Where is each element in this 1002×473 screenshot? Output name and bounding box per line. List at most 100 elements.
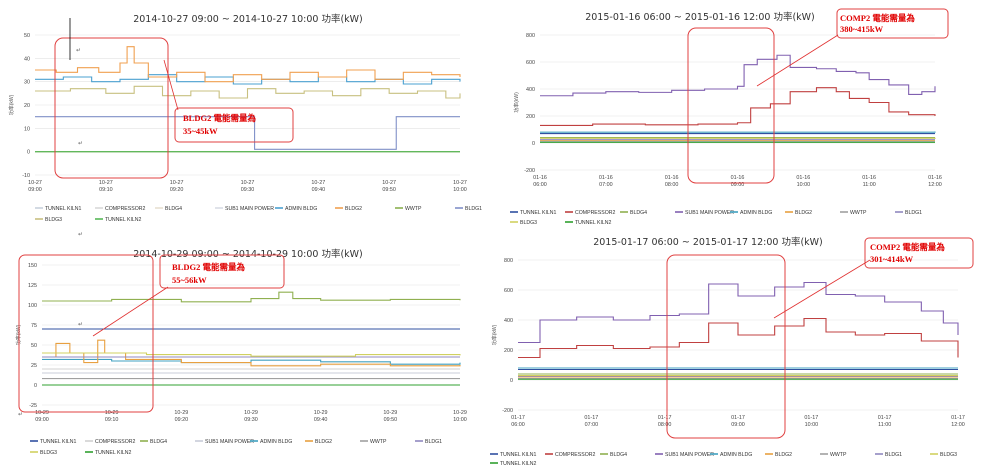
chart-1-x-tick-label: 09:30 bbox=[241, 187, 255, 193]
legend-item-bldg3[interactable]: BLDG3 bbox=[940, 452, 957, 458]
chart-4-annotation-box bbox=[864, 237, 974, 269]
legend-item-admin-bldg[interactable]: ADMIN BLDG bbox=[260, 439, 292, 445]
legend-item-bldg2[interactable]: BLDG2 bbox=[345, 206, 362, 212]
paragraph-mark: ↵ bbox=[78, 322, 83, 328]
chart-panel-3: 2014-10-29 09:00 ~ 2014-10-29 10:00 功率(k… bbox=[15, 248, 467, 456]
chart-4-x-tick-label: 01-17 bbox=[951, 415, 965, 421]
legend-item-tunnel-kiln2[interactable]: TUNNEL KILN2 bbox=[500, 461, 537, 467]
chart-3-x-tick-label: 09:10 bbox=[105, 417, 119, 423]
legend-item-wwtp[interactable]: WWTP bbox=[405, 206, 422, 212]
legend-item-compressor2[interactable]: COMPRESSOR2 bbox=[95, 439, 135, 445]
chart-4-x-tick-label: 01-17 bbox=[584, 415, 598, 421]
chart-2-x-tick-label: 08:00 bbox=[665, 182, 679, 188]
chart-3-x-tick-label: 09:40 bbox=[314, 417, 328, 423]
paragraph-mark: ↵ bbox=[78, 232, 83, 238]
chart-4-x-tick-label: 01-17 bbox=[658, 415, 672, 421]
chart-3-x-tick-label: 10-29 bbox=[105, 410, 119, 416]
chart-3-x-tick-label: 10-29 bbox=[453, 410, 467, 416]
chart-2-x-tick-label: 01-16 bbox=[599, 175, 613, 181]
legend-item-bldg3[interactable]: BLDG3 bbox=[45, 217, 62, 223]
chart-2-title: 2015-01-16 06:00 ~ 2015-01-16 12:00 功率(k… bbox=[585, 11, 815, 23]
legend-item-compressor2[interactable]: COMPRESSOR2 bbox=[105, 206, 145, 212]
legend-item-bldg1[interactable]: BLDG1 bbox=[885, 452, 902, 458]
legend-item-tunnel-kiln2[interactable]: TUNNEL KILN2 bbox=[575, 220, 612, 226]
chart-4-x-tick-label: 12:00 bbox=[951, 422, 965, 428]
legend-item-compressor2[interactable]: COMPRESSOR2 bbox=[575, 210, 615, 216]
chart-3-y-tick-label: 100 bbox=[28, 303, 37, 309]
chart-2-y-tick-label: -200 bbox=[524, 168, 535, 174]
legend-item-wwtp[interactable]: WWTP bbox=[830, 452, 847, 458]
chart-1-x-tick-label: 09:00 bbox=[28, 187, 42, 193]
chart-1-annotation-line1: BLDG2 電能需量為 bbox=[183, 113, 256, 123]
legend-item-admin-bldg[interactable]: ADMIN BLDG bbox=[740, 210, 772, 216]
legend-item-wwtp[interactable]: WWTP bbox=[370, 439, 387, 445]
legend-item-wwtp[interactable]: WWTP bbox=[850, 210, 867, 216]
chart-4-series-sub1-main-power bbox=[518, 281, 959, 344]
legend-item-bldg1[interactable]: BLDG1 bbox=[465, 206, 482, 212]
chart-3-x-tick-label: 10-29 bbox=[383, 410, 397, 416]
chart-3-series-bldg3 bbox=[42, 352, 461, 357]
legend-item-bldg3[interactable]: BLDG3 bbox=[40, 450, 57, 456]
chart-4-y-axis-label: 功率(kW) bbox=[491, 324, 498, 345]
chart-4-y-tick-label: 0 bbox=[510, 378, 513, 384]
legend-item-tunnel-kiln2[interactable]: TUNNEL KILN2 bbox=[95, 450, 132, 456]
chart-3-annotation-arrow bbox=[92, 286, 169, 337]
legend-item-compressor2[interactable]: COMPRESSOR2 bbox=[555, 452, 595, 458]
legend-item-tunnel-kiln1[interactable]: TUNNEL KILN1 bbox=[40, 439, 77, 445]
chart-4-x-tick-label: 01-17 bbox=[731, 415, 745, 421]
legend-item-sub1-main-power[interactable]: SUB1 MAIN POWER bbox=[685, 210, 734, 216]
legend-item-sub1-main-power[interactable]: SUB1 MAIN POWER bbox=[665, 452, 714, 458]
legend-item-bldg2[interactable]: BLDG2 bbox=[315, 439, 332, 445]
legend-item-bldg1[interactable]: BLDG1 bbox=[425, 439, 442, 445]
chart-2-series-bldg3 bbox=[540, 137, 936, 139]
chart-4-y-tick-label: 600 bbox=[504, 288, 513, 294]
chart-2-x-tick-label: 10:00 bbox=[797, 182, 811, 188]
paragraph-mark: ↵ bbox=[18, 412, 23, 418]
chart-1-x-tick-label: 10-27 bbox=[241, 180, 255, 186]
chart-1-x-tick-label: 09:40 bbox=[312, 187, 326, 193]
chart-1-x-tick-label: 09:10 bbox=[99, 187, 113, 193]
legend-item-admin-bldg[interactable]: ADMIN BLDG bbox=[285, 206, 317, 212]
chart-3-title: 2014-10-29 09:00 ~ 2014-10-29 10:00 功率(k… bbox=[133, 248, 363, 260]
chart-3-highlight-box bbox=[18, 254, 154, 413]
chart-4-legend: TUNNEL KILN1 COMPRESSOR2 BLDG4 SUB1 MAIN PO… bbox=[490, 452, 957, 467]
legend-item-bldg4[interactable]: BLDG4 bbox=[165, 206, 182, 212]
legend-item-bldg1[interactable]: BLDG1 bbox=[905, 210, 922, 216]
legend-item-bldg3[interactable]: BLDG3 bbox=[520, 220, 537, 226]
chart-3-y-tick-label: 125 bbox=[28, 283, 37, 289]
chart-1-title: 2014-10-27 09:00 ~ 2014-10-27 10:00 功率(k… bbox=[133, 13, 363, 25]
legend-item-tunnel-kiln2[interactable]: TUNNEL KILN2 bbox=[105, 217, 142, 223]
legend-item-tunnel-kiln1[interactable]: TUNNEL KILN1 bbox=[500, 452, 537, 458]
chart-4-annotation-line2: 301~414kW bbox=[870, 254, 914, 264]
legend-item-bldg4[interactable]: BLDG4 bbox=[150, 439, 167, 445]
chart-2-series-sub1-main-power bbox=[540, 54, 936, 97]
legend-item-sub1-main-power[interactable]: SUB1 MAIN POWER bbox=[205, 439, 254, 445]
chart-1-y-tick-label: 50 bbox=[24, 33, 30, 39]
chart-4-x-tick-label: 11:00 bbox=[878, 422, 891, 428]
chart-1-y-tick-label: -10 bbox=[22, 173, 30, 179]
legend-item-sub1-main-power[interactable]: SUB1 MAIN POWER bbox=[225, 206, 274, 212]
legend-item-bldg2[interactable]: BLDG2 bbox=[775, 452, 792, 458]
chart-2-y-tick-label: 200 bbox=[526, 114, 535, 120]
chart-2-x-tick-label: 12:00 bbox=[928, 182, 942, 188]
chart-2-annotation-box bbox=[836, 8, 949, 39]
chart-1-y-axis-label: 功率(kW) bbox=[8, 94, 15, 115]
legend-item-bldg4[interactable]: BLDG4 bbox=[610, 452, 627, 458]
chart-2-x-tick-label: 07:00 bbox=[599, 182, 613, 188]
legend-item-bldg4[interactable]: BLDG4 bbox=[630, 210, 647, 216]
paragraph-mark: ↵ bbox=[78, 141, 83, 147]
chart-1-x-tick-label: 10-27 bbox=[453, 180, 467, 186]
chart-1-y-tick-label: 0 bbox=[27, 150, 30, 156]
chart-3-y-tick-label: 25 bbox=[31, 363, 37, 369]
legend-item-admin-bldg[interactable]: ADMIN BLDG bbox=[720, 452, 752, 458]
legend-item-tunnel-kiln1[interactable]: TUNNEL KILN1 bbox=[45, 206, 82, 212]
chart-4-x-tick-label: 01-17 bbox=[511, 415, 525, 421]
chart-2-x-tick-label: 01-16 bbox=[665, 175, 679, 181]
legend-item-tunnel-kiln1[interactable]: TUNNEL KILN1 bbox=[520, 210, 557, 216]
chart-4-x-tick-label: 07:00 bbox=[585, 422, 599, 428]
chart-3-annotation-line1: BLDG2 電能需量為 bbox=[172, 262, 245, 272]
chart-3-y-tick-label: 50 bbox=[31, 343, 37, 349]
chart-2-x-tick-label: 09:00 bbox=[731, 182, 745, 188]
legend-item-bldg2[interactable]: BLDG2 bbox=[795, 210, 812, 216]
chart-2-series-compressor2 bbox=[540, 87, 936, 126]
